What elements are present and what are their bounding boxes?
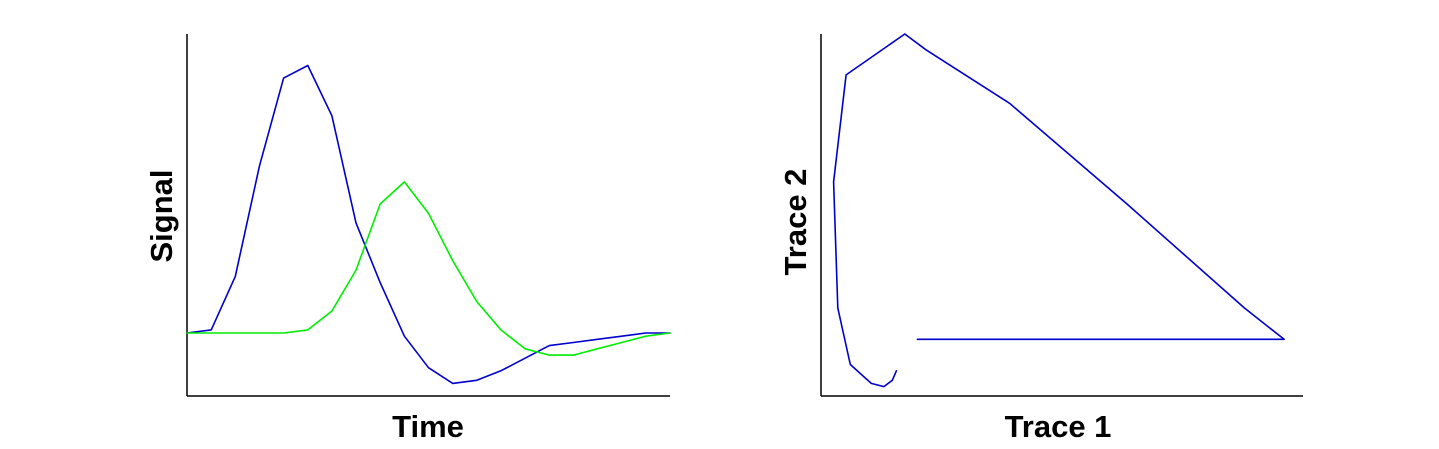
chart-left: Time Signal xyxy=(144,34,671,444)
right-series-line-0 xyxy=(832,33,1285,388)
left-series-group xyxy=(186,64,671,385)
right-series-group xyxy=(832,33,1285,388)
right-y-label: Trace 2 xyxy=(778,169,813,276)
right-x-label: Trace 1 xyxy=(1005,409,1112,444)
left-x-label: Time xyxy=(392,409,464,444)
left-series-line-0 xyxy=(186,64,671,385)
left-series-line-1 xyxy=(186,181,671,356)
chart-right: Trace 1 Trace 2 xyxy=(778,33,1303,444)
left-y-label: Signal xyxy=(144,169,179,262)
